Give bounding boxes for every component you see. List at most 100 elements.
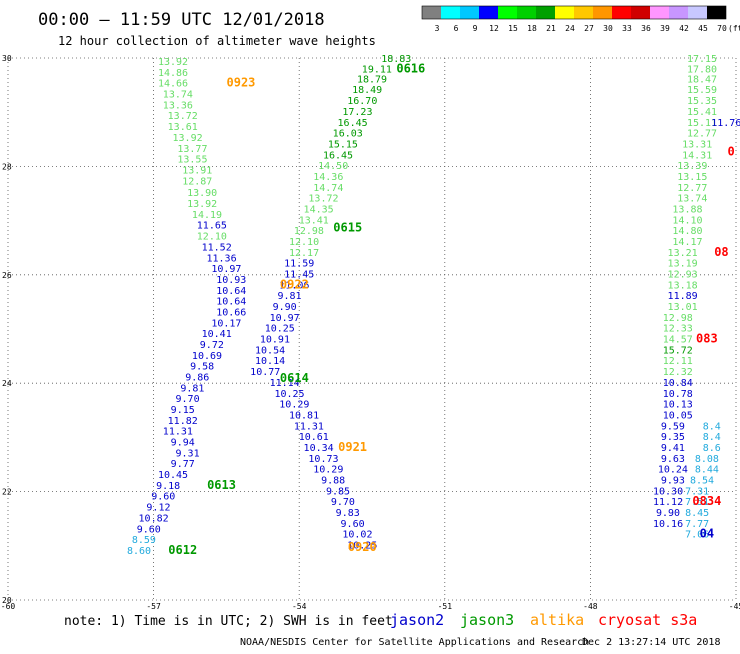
wave-height-label: 15.59 — [687, 85, 717, 96]
wave-height-label: 19.11 — [362, 65, 392, 76]
satellite-legend: jason2 jason3 altika cryosat s3a — [390, 611, 697, 629]
wave-height-label: 7.51 — [685, 497, 709, 508]
legend-entry-altika: altika — [530, 611, 584, 629]
x-tick-label: -57 — [146, 602, 161, 611]
note-text: note: 1) Time is in UTC; 2) SWH is in fe… — [64, 614, 393, 629]
colorbar-label: 6 — [454, 24, 459, 33]
wave-height-label: 9.70 — [331, 497, 355, 508]
colorbar-frame — [421, 5, 727, 20]
wave-height-label: 13.21 — [668, 248, 698, 259]
wave-height-label: 10.73 — [308, 454, 338, 465]
wave-height-label: 12.32 — [663, 367, 693, 378]
wave-height-label: 15.72 — [663, 345, 693, 356]
wave-height-label: 9.77 — [171, 459, 195, 470]
wave-height-label: 10.91 — [260, 335, 290, 346]
wave-height-label: 12.87 — [182, 176, 212, 187]
y-tick-label: 30 — [2, 54, 12, 63]
legend-entry-jason2: jason2 — [390, 611, 444, 629]
credit-text: NOAA/NESDIS Center for Satellite Applica… — [240, 637, 589, 648]
colorbar-label: 33 — [622, 24, 632, 33]
legend-entry-cryosat-s3a: cryosat s3a — [598, 611, 697, 629]
wave-height-label: 13.01 — [668, 302, 698, 313]
wave-height-label: 10.97 — [211, 264, 241, 275]
wave-height-label: 14.57 — [663, 335, 693, 346]
pass-time-stamp: 0921 — [338, 440, 367, 454]
y-tick-label: 26 — [2, 271, 12, 280]
wave-height-label: 13.74 — [163, 90, 193, 101]
wave-height-label: 9.81 — [180, 383, 204, 394]
wave-height-label: 17.23 — [342, 107, 372, 118]
chart-subtitle: 12 hour collection of altimeter wave hei… — [58, 34, 376, 48]
wave-height-label: 11.52 — [202, 242, 232, 253]
wave-height-label: 16.70 — [347, 96, 377, 107]
wave-height-label: 13.19 — [668, 259, 698, 270]
colorbar-label: 42 — [679, 24, 689, 33]
pass-time-stamp: 083 — [696, 332, 718, 346]
wave-height-label: 9.59 — [661, 421, 685, 432]
wave-height-label: 12.11 — [663, 356, 693, 367]
wave-height-label: 12.98 — [663, 313, 693, 324]
pass-time-stamp: 0614 — [280, 371, 309, 385]
wave-height-label: 7.06 — [685, 530, 709, 541]
wave-height-label: 10.13 — [663, 400, 693, 411]
wave-height-label: 11.65 — [197, 221, 227, 232]
wave-height-label: 11.89 — [668, 291, 698, 302]
wave-height-label: 10.81 — [289, 410, 319, 421]
colorbar-swatch — [631, 6, 650, 19]
wave-height-label: 10.25 — [347, 541, 377, 552]
wave-height-label: 10.24 — [658, 465, 688, 476]
y-tick-label: 24 — [2, 379, 12, 388]
pass-time-stamp: 08 — [714, 245, 728, 259]
wave-height-label: 12.10 — [197, 232, 227, 243]
generated-timestamp: Dec 2 13:27:14 UTC 2018 — [582, 637, 720, 648]
wave-height-label: 15.41 — [687, 107, 717, 118]
wave-height-label: 12.77 — [687, 129, 717, 140]
pass-time-stamp: 0922 — [280, 277, 309, 291]
pass-time-stamp: 04 — [700, 527, 714, 541]
wave-height-label: 10.41 — [202, 329, 232, 340]
colorbar-label: 30 — [603, 24, 613, 33]
wave-height-label: 11.82 — [168, 416, 198, 427]
chart-title: 00:00 – 11:59 UTC 12/01/2018 — [38, 10, 325, 30]
colorbar-swatch — [498, 6, 517, 19]
wave-height-label: 14.50 — [318, 161, 348, 172]
wave-height-label: 13.72 — [168, 111, 198, 122]
colorbar-label: 45 — [698, 24, 708, 33]
wave-height-label: 13.90 — [187, 188, 217, 199]
wave-height-labels: 13.9214.8614.6613.7413.3613.7213.6113.92… — [127, 54, 740, 557]
wave-height-label: 8.45 — [685, 508, 709, 519]
colorbar-label: 15 — [508, 24, 518, 33]
wave-height-label: 13.72 — [308, 194, 338, 205]
wave-height-label: 11.14 — [270, 378, 300, 389]
wave-height-label: 7.77 — [685, 519, 709, 530]
wave-height-label: 12.17 — [289, 248, 319, 259]
wave-height-label: 9.58 — [190, 362, 214, 373]
wave-height-label: 10.97 — [270, 313, 300, 324]
x-tick-label: -54 — [292, 602, 307, 611]
colorbar-swatch — [555, 6, 574, 19]
wave-height-label: 10.69 — [192, 351, 222, 362]
wave-height-label: 9.72 — [200, 340, 224, 351]
colorbar-swatch — [574, 6, 593, 19]
wave-height-label: 13.15 — [677, 172, 707, 183]
wave-height-label: 9.12 — [146, 503, 170, 514]
wave-height-label: 11.31 — [163, 427, 193, 438]
wave-height-label: 9.90 — [656, 508, 680, 519]
pass-time-stamp: 0612 — [168, 543, 197, 557]
colorbar-label: 12 — [489, 24, 499, 33]
wave-height-label: 14.19 — [192, 210, 222, 221]
wave-height-label: 13.74 — [677, 194, 707, 205]
wave-height-label: 8.54 — [690, 475, 714, 486]
wave-height-label: 12.10 — [289, 237, 319, 248]
wave-height-label: 14.80 — [672, 226, 702, 237]
wave-height-label: 13.88 — [672, 204, 702, 215]
wave-height-label: 13.61 — [168, 122, 198, 133]
wave-height-label: 9.94 — [171, 438, 195, 449]
wave-height-label: 10.66 — [216, 307, 246, 318]
wave-height-label: 14.86 — [158, 68, 188, 79]
wave-height-label: 11.06 — [279, 280, 309, 291]
wave-height-label: 16.03 — [333, 129, 363, 140]
wave-height-label: 10.29 — [313, 465, 343, 476]
